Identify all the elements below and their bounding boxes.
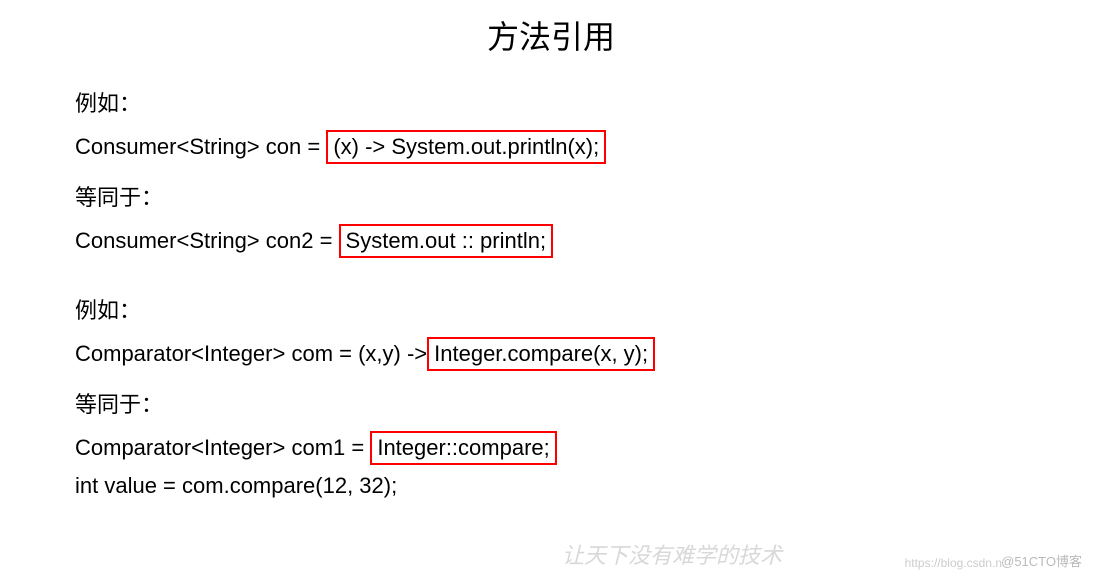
equivalent2-prefix: Comparator<Integer> com1 = (75, 435, 370, 460)
watermark-url: https://blog.csdn.n (905, 556, 1002, 570)
equivalent1-label: 等同于： (75, 180, 1102, 212)
equivalent2-highlight: Integer::compare; (370, 431, 556, 465)
example2-code: Comparator<Integer> com = (x,y) ->Intege… (75, 337, 1102, 371)
example2-prefix: Comparator<Integer> com = (x,y) -> (75, 341, 427, 366)
watermark-slogan: 让天下没有难学的技术 (562, 538, 782, 570)
equivalent2-label: 等同于： (75, 387, 1102, 419)
equivalent1-prefix: Consumer<String> con2 = (75, 228, 339, 253)
content-area: 例如： Consumer<String> con = (x) -> System… (0, 58, 1102, 499)
equivalent1-code: Consumer<String> con2 = System.out :: pr… (75, 224, 1102, 258)
example1-code: Consumer<String> con = (x) -> System.out… (75, 130, 1102, 164)
equivalent2-code2: int value = com.compare(12, 32); (75, 473, 1102, 499)
example2-highlight: Integer.compare(x, y); (427, 337, 655, 371)
example1-highlight: (x) -> System.out.println(x); (326, 130, 606, 164)
example2-label: 例如： (75, 293, 1102, 325)
example1-label: 例如： (75, 86, 1102, 118)
page-title: 方法引用 (0, 0, 1102, 58)
example1-prefix: Consumer<String> con = (75, 134, 326, 159)
watermark-source: @51CTO博客 (1001, 551, 1082, 570)
equivalent2-code: Comparator<Integer> com1 = Integer::comp… (75, 431, 1102, 465)
equivalent1-highlight: System.out :: println; (339, 224, 554, 258)
